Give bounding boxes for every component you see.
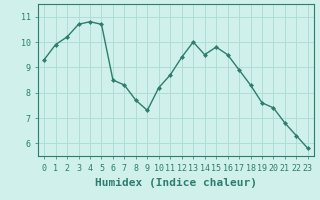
X-axis label: Humidex (Indice chaleur): Humidex (Indice chaleur) xyxy=(95,178,257,188)
